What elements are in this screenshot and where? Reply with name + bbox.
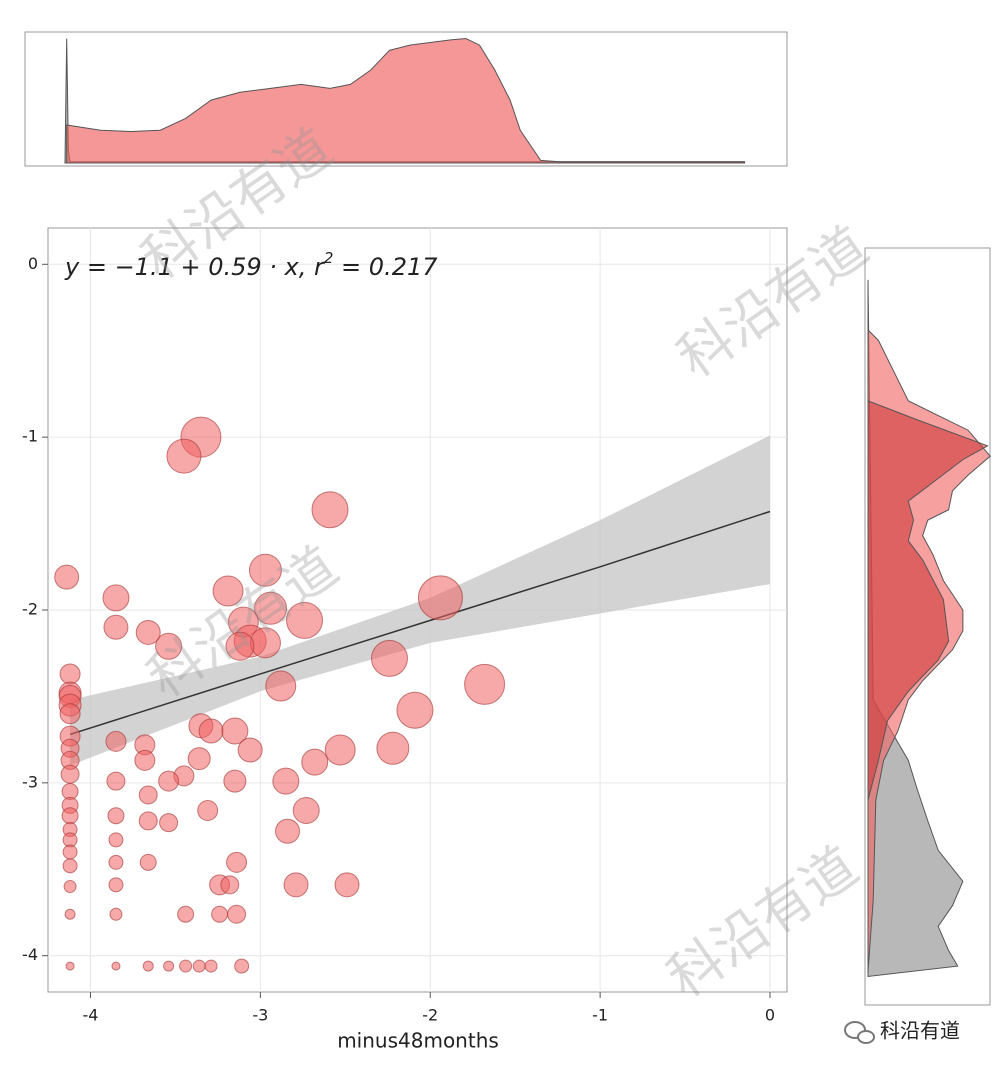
point (212, 575, 244, 607)
point (155, 632, 183, 660)
point (254, 591, 288, 625)
equation-text: y = −1.1 + 0.59 · x, r (64, 253, 326, 281)
wechat-logo (844, 1021, 875, 1044)
point (311, 491, 349, 529)
point (64, 908, 76, 920)
point (223, 769, 247, 793)
point (283, 872, 309, 898)
marginal-density (867, 400, 989, 801)
y-tick-label: -1 (22, 427, 38, 446)
point (179, 959, 193, 973)
point (211, 905, 229, 923)
point (159, 813, 179, 833)
point (59, 663, 81, 685)
point (275, 818, 301, 844)
point (138, 811, 158, 831)
point (109, 907, 123, 921)
point (139, 853, 157, 871)
point (108, 854, 124, 870)
fit-line (69, 510, 771, 736)
point (61, 807, 79, 825)
point (105, 730, 127, 752)
point (187, 747, 211, 771)
point (272, 767, 300, 795)
point (177, 905, 195, 923)
point (227, 904, 247, 924)
point (138, 785, 158, 805)
point (192, 959, 206, 973)
point (221, 717, 249, 745)
point (204, 959, 218, 973)
y-tick-label: -4 (22, 945, 38, 964)
equation-exponent: 2 (324, 249, 334, 267)
point (237, 737, 263, 763)
point (198, 718, 224, 744)
equation: y = −1.1 + 0.59 · x, r2 = 0.217 (64, 249, 438, 282)
point (225, 631, 255, 661)
point (417, 575, 463, 621)
point (158, 770, 180, 792)
marginal-density (867, 279, 964, 978)
point (63, 880, 77, 894)
point (464, 663, 506, 705)
point (142, 960, 154, 972)
point (226, 851, 248, 873)
point (107, 807, 125, 825)
point (163, 960, 175, 972)
point (376, 731, 410, 765)
y-tick-label: 0 (28, 254, 38, 273)
x-tick-label: -3 (252, 1006, 268, 1025)
equation-text: = 0.217 (333, 253, 438, 281)
x-tick-label: -2 (422, 1006, 438, 1025)
point (396, 691, 434, 729)
point (54, 564, 80, 590)
point (234, 958, 250, 974)
point (166, 438, 202, 474)
point (135, 619, 161, 645)
x-tick-label: 0 (765, 1006, 775, 1025)
marginal-density (66, 38, 746, 164)
point (108, 877, 124, 893)
point (286, 601, 324, 639)
point (265, 670, 297, 702)
point (62, 844, 78, 860)
point (106, 771, 126, 791)
point (248, 553, 282, 587)
footer-brand: 科沿有道 (880, 1019, 960, 1043)
point (60, 764, 80, 784)
point (301, 748, 329, 776)
point (220, 875, 240, 895)
point (59, 703, 81, 725)
y-tick-label: -2 (22, 600, 38, 619)
point (65, 961, 75, 971)
confidence-band (70, 435, 771, 766)
y-tick-label: -3 (22, 772, 38, 791)
x-tick-label: -4 (82, 1006, 98, 1025)
point (334, 872, 360, 898)
point (103, 614, 129, 640)
point (197, 800, 219, 822)
point (111, 961, 121, 971)
point (62, 858, 78, 874)
point (324, 734, 356, 766)
x-tick-label: -1 (592, 1006, 608, 1025)
point (108, 832, 124, 848)
point (292, 797, 320, 825)
x-axis-label: minus48months (337, 1029, 499, 1053)
point (134, 749, 156, 771)
point (102, 584, 130, 612)
point (370, 639, 408, 677)
